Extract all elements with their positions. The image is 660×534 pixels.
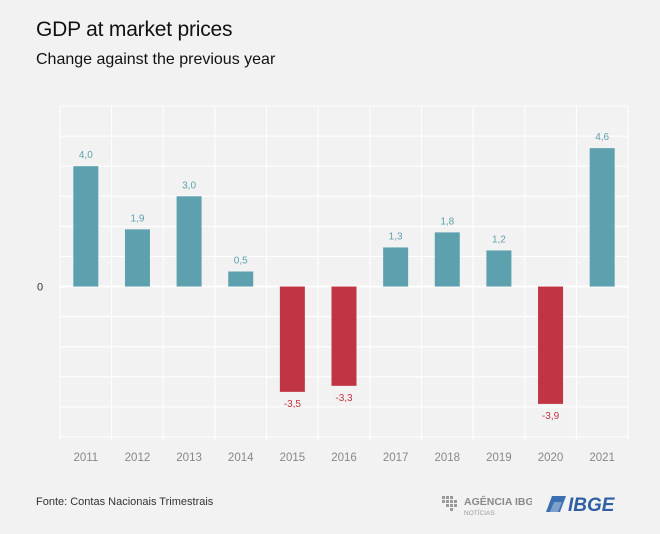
bar-2018 <box>434 232 460 287</box>
bar-chart: 0 4,0 2011 1,9 2012 3,0 2013 0,5 2014 -3,5 2015 -3,… <box>37 105 629 464</box>
ibge-logo-text: IBGE <box>568 495 616 516</box>
data-label-2021: 4,6 <box>595 132 609 143</box>
x-tick-label-2011: 2011 <box>73 452 98 464</box>
bar-2017 <box>383 247 409 287</box>
x-tick-label-2017: 2017 <box>383 452 409 464</box>
x-tick-label-2013: 2013 <box>176 452 202 464</box>
data-label-2016: -3,3 <box>335 393 353 404</box>
zero-tick-label: 0 <box>37 282 43 294</box>
bar-2015 <box>279 286 305 392</box>
x-tick-label-2015: 2015 <box>280 452 306 464</box>
bar-2011 <box>73 166 99 287</box>
data-label-2015: -3,5 <box>284 399 302 410</box>
data-label-2013: 3,0 <box>182 180 196 191</box>
data-label-2019: 1,2 <box>492 234 506 245</box>
data-label-2017: 1,3 <box>389 231 403 242</box>
chart-title: GDP at market prices <box>36 18 233 41</box>
bar-2012 <box>124 229 150 287</box>
data-label-2012: 1,9 <box>131 213 145 224</box>
data-label-2011: 4,0 <box>79 150 93 161</box>
source-note: Fonte: Contas Nacionais Trimestrais <box>36 496 214 508</box>
x-tick-label-2020: 2020 <box>538 452 564 464</box>
x-tick-label-2021: 2021 <box>589 452 615 464</box>
bar-2019 <box>486 250 512 287</box>
bar-2021 <box>589 148 615 287</box>
agencia-ibge-logo: AGÊNCIA IBGE NOTÍCIAS <box>442 495 532 517</box>
ibge-mark-icon <box>546 496 566 512</box>
bar-2016 <box>331 286 357 386</box>
bar-2020 <box>538 286 564 404</box>
agencia-line1: AGÊNCIA IBGE <box>464 495 532 508</box>
x-tick-label-2018: 2018 <box>434 452 460 464</box>
x-tick-label-2012: 2012 <box>125 452 151 464</box>
chart-subtitle: Change against the previous year <box>36 51 276 68</box>
x-tick-label-2016: 2016 <box>331 452 357 464</box>
data-label-2018: 1,8 <box>440 216 454 227</box>
x-tick-label-2019: 2019 <box>486 452 512 464</box>
bar-2014 <box>228 271 254 287</box>
data-label-2020: -3,9 <box>542 411 560 422</box>
agencia-line2: NOTÍCIAS <box>464 508 495 517</box>
data-label-2014: 0,5 <box>234 255 248 266</box>
x-tick-label-2014: 2014 <box>228 452 254 464</box>
ibge-logo: IBGE <box>546 495 616 516</box>
bar-2013 <box>176 196 202 287</box>
agencia-mark-icon <box>442 496 457 511</box>
